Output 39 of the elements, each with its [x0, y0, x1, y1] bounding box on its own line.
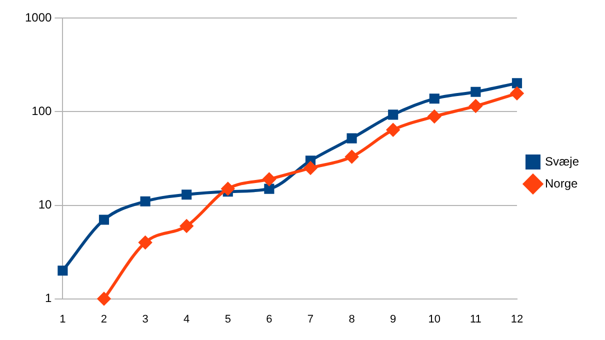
x-tick-label: 8 — [348, 313, 355, 326]
y-tick-label: 100 — [32, 104, 52, 118]
x-tick-label: 6 — [266, 313, 272, 326]
point — [470, 86, 481, 97]
y-tick-label: 10 — [38, 198, 52, 212]
point — [512, 78, 522, 88]
point — [345, 150, 358, 164]
point — [388, 110, 398, 120]
legend-label: Norge — [544, 176, 578, 190]
point — [182, 190, 192, 200]
point — [97, 292, 110, 306]
x-tick-label: 5 — [224, 313, 231, 326]
x-tick-label: 10 — [428, 313, 441, 326]
point — [386, 123, 400, 136]
point — [221, 182, 234, 196]
legend-label: Svæje — [544, 154, 580, 168]
x-tick-label: 9 — [390, 313, 396, 326]
point — [429, 94, 440, 104]
point — [58, 266, 68, 276]
x-tick-label: 1 — [60, 313, 66, 326]
point — [262, 172, 276, 186]
y-tick-label: 1000 — [24, 10, 52, 25]
point — [98, 214, 110, 225]
point — [428, 110, 441, 123]
x-tick-label: 3 — [142, 313, 148, 326]
x-tick-label: 12 — [510, 313, 524, 326]
x-tick-label: 4 — [184, 313, 190, 326]
point — [469, 100, 482, 113]
y-tick-label: 1 — [45, 291, 52, 306]
point — [180, 220, 194, 233]
point — [140, 196, 150, 206]
x-tick-label: 11 — [470, 313, 482, 326]
point — [346, 133, 357, 144]
point — [138, 236, 152, 249]
point — [264, 184, 274, 194]
x-tick-label: 7 — [307, 313, 314, 326]
point — [304, 162, 317, 175]
x-tick-label: 2 — [100, 313, 108, 326]
point — [510, 86, 524, 100]
